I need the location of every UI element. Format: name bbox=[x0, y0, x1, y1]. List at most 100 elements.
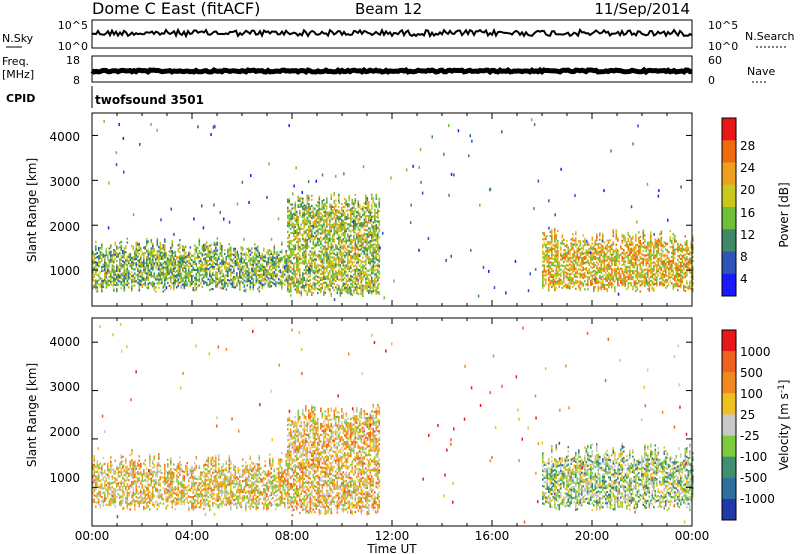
heatmap-cell bbox=[555, 274, 558, 277]
heatmap-cell bbox=[156, 239, 159, 243]
heatmap-cell bbox=[92, 279, 94, 282]
heatmap-cell bbox=[198, 276, 201, 279]
heatmap-cell bbox=[617, 255, 619, 258]
heatmap-cell bbox=[338, 195, 340, 199]
heatmap-cell bbox=[206, 267, 208, 270]
heatmap-cell bbox=[609, 247, 612, 250]
heatmap-cell bbox=[569, 259, 571, 262]
heatmap-cell bbox=[549, 279, 552, 282]
heatmap-cell bbox=[657, 247, 660, 251]
heatmap-cell bbox=[177, 264, 180, 267]
heatmap-cell bbox=[167, 281, 169, 284]
heatmap-cell bbox=[116, 273, 118, 277]
heatmap-cell bbox=[314, 286, 316, 289]
heatmap-cell bbox=[653, 261, 655, 264]
heatmap-cell bbox=[290, 241, 292, 245]
heatmap-cell bbox=[162, 256, 165, 259]
heatmap-cell bbox=[327, 288, 330, 291]
heatmap-cell bbox=[197, 267, 199, 270]
heatmap-cell bbox=[269, 249, 271, 252]
heatmap-cell bbox=[255, 269, 258, 272]
heatmap-cell bbox=[269, 285, 271, 288]
heatmap-cell bbox=[578, 258, 580, 261]
heatmap-cell bbox=[233, 257, 235, 260]
heatmap-cell bbox=[126, 237, 129, 240]
heatmap-cell bbox=[581, 265, 583, 268]
heatmap-cell bbox=[609, 249, 612, 252]
heatmap-cell bbox=[374, 239, 376, 242]
heatmap-cell bbox=[324, 247, 327, 250]
heatmap-cell bbox=[618, 268, 621, 271]
heatmap-cell bbox=[360, 252, 363, 255]
heatmap-cell bbox=[587, 241, 589, 244]
heatmap-cell bbox=[303, 256, 306, 259]
heatmap-cell bbox=[555, 286, 558, 289]
heatmap-cell bbox=[630, 259, 633, 262]
heatmap-cell bbox=[270, 275, 273, 278]
heatmap-cell bbox=[569, 249, 571, 252]
heatmap-cell bbox=[351, 210, 354, 214]
heatmap-cell bbox=[204, 247, 207, 250]
heatmap-cell bbox=[326, 284, 328, 287]
heatmap-cell bbox=[570, 268, 573, 271]
heatmap-cell bbox=[563, 271, 565, 274]
heatmap-cell bbox=[549, 267, 552, 270]
heatmap-cell bbox=[290, 262, 292, 265]
heatmap-cell bbox=[326, 253, 328, 256]
heatmap-cell bbox=[272, 263, 274, 266]
heatmap-cell bbox=[302, 260, 304, 263]
heatmap-cell bbox=[309, 220, 312, 223]
heatmap-cell bbox=[258, 286, 261, 289]
heatmap-cell bbox=[108, 253, 111, 256]
heatmap-cell bbox=[591, 242, 594, 245]
heatmap-cell bbox=[230, 258, 232, 261]
heatmap-cell bbox=[638, 251, 640, 254]
heatmap-cell bbox=[657, 268, 660, 271]
heatmap-cell bbox=[377, 210, 379, 213]
heatmap-cell bbox=[368, 255, 370, 258]
heatmap-cell bbox=[129, 256, 132, 260]
heatmap-cell bbox=[305, 247, 307, 250]
heatmap-cell bbox=[624, 244, 627, 247]
heatmap-cell bbox=[624, 270, 627, 273]
heatmap-cell bbox=[275, 282, 277, 286]
heatmap-cell bbox=[609, 267, 612, 270]
heatmap-cell bbox=[269, 255, 271, 258]
heatmap-cell bbox=[297, 278, 300, 281]
heatmap-cell bbox=[92, 253, 94, 256]
heatmap-cell bbox=[555, 264, 558, 267]
heatmap-cell bbox=[356, 247, 358, 250]
heatmap-cell bbox=[575, 237, 577, 240]
heatmap-cell bbox=[582, 234, 585, 237]
heatmap-cell bbox=[621, 268, 624, 271]
heatmap-cell bbox=[179, 255, 181, 258]
heatmap-cell bbox=[354, 222, 357, 225]
heatmap-cell bbox=[594, 276, 597, 279]
heatmap-cell bbox=[378, 220, 381, 223]
heatmap-cell bbox=[117, 253, 120, 256]
heatmap-cell bbox=[156, 262, 159, 265]
heatmap-cell bbox=[329, 235, 331, 238]
heatmap-cell bbox=[182, 279, 184, 282]
heatmap-cell bbox=[185, 267, 187, 270]
heatmap-cell bbox=[306, 245, 309, 248]
heatmap-cell bbox=[125, 271, 127, 274]
heatmap-cell bbox=[615, 253, 618, 256]
heatmap-cell bbox=[372, 290, 375, 293]
heatmap-cell bbox=[183, 250, 186, 253]
heatmap-cell bbox=[623, 281, 625, 284]
heatmap-cell bbox=[296, 214, 298, 217]
heatmap-cell bbox=[257, 261, 259, 264]
heatmap-cell bbox=[288, 284, 291, 287]
heatmap-cell bbox=[354, 218, 357, 221]
heatmap-cell bbox=[227, 248, 229, 251]
heatmap-cell bbox=[143, 258, 145, 261]
heatmap-cell bbox=[306, 291, 309, 294]
heatmap-cell bbox=[323, 221, 325, 224]
heatmap-cell bbox=[575, 257, 577, 260]
heatmap-cell bbox=[96, 264, 99, 267]
heatmap-cell bbox=[579, 248, 582, 251]
heatmap-cell bbox=[363, 252, 366, 255]
heatmap-cell bbox=[174, 283, 177, 286]
heatmap-cell bbox=[354, 226, 357, 229]
